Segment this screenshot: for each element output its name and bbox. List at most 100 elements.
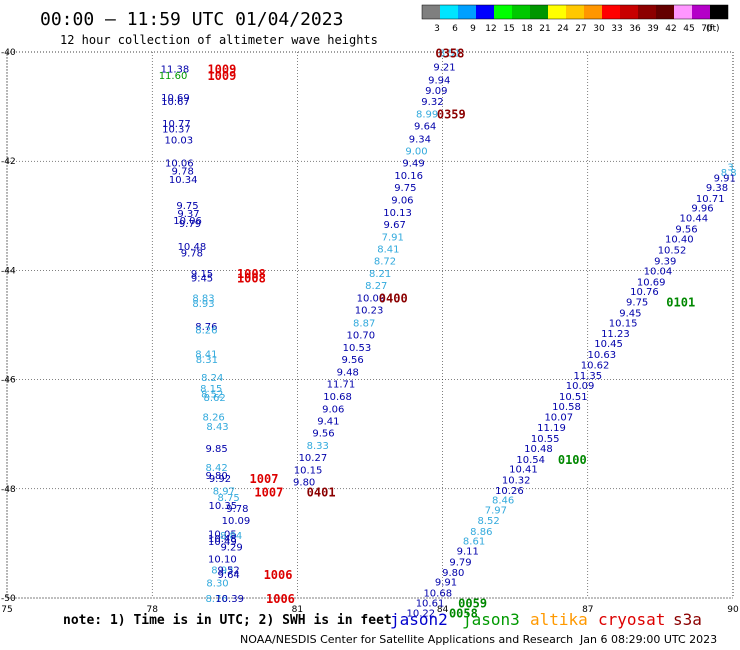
colorbar-segment: [620, 5, 638, 19]
colorbar-segment: [710, 5, 728, 19]
footer-credit: NOAA/NESDIS Center for Satellite Applica…: [240, 633, 573, 646]
wave-height-point: 8.76: [195, 322, 217, 333]
wave-height-point: 8.61: [463, 537, 485, 548]
colorbar-segment: [530, 5, 548, 19]
pass-time-label: 1006: [264, 568, 293, 582]
pass-time-label: 1008: [237, 271, 266, 285]
wave-height-point: 8.93: [192, 299, 214, 310]
colorbar-segment: [422, 5, 440, 19]
wave-height-point: 3: [727, 163, 733, 174]
satellite-legend-jason3: jason3: [462, 610, 520, 629]
wave-height-point: 9.37: [177, 209, 199, 220]
wave-height-point: 8.26: [203, 413, 225, 424]
wave-height-point: 10.13: [383, 208, 412, 219]
pass-time-label: 1008: [237, 267, 266, 281]
wave-height-point: 9.32: [421, 97, 443, 108]
wave-height-point: 10.09: [222, 516, 251, 527]
chart-title: 00:00 — 11:59 UTC 01/04/2023: [40, 9, 343, 30]
wave-height-point: 9.06: [322, 405, 344, 416]
wave-height-point: 10.15: [294, 466, 323, 477]
pass-time-label: 0100: [558, 453, 587, 467]
wave-height-point: 9.80: [205, 471, 227, 482]
wave-height-point: 8.76: [205, 594, 227, 605]
wave-height-point: 10.10: [208, 555, 237, 566]
satellite-legend-altika: altika: [530, 610, 588, 629]
x-tick-label: 81: [292, 605, 303, 615]
colorbar-segment: [548, 5, 566, 19]
colorbar-tick: 30: [593, 24, 605, 34]
wave-height-point: 10.55: [531, 434, 560, 445]
colorbar-tick: 3: [434, 24, 440, 34]
wave-height-point: 9.91: [435, 578, 457, 589]
wave-height-point: 7.91: [382, 233, 404, 244]
wave-height-point: 9.78: [172, 166, 194, 177]
x-tick-label: 75: [1, 605, 12, 615]
wave-height-point: 10.52: [658, 246, 687, 257]
wave-height-point: 9.78: [181, 248, 203, 259]
colorbar-tick: 21: [539, 24, 550, 34]
wave-height-point: 10.68: [423, 589, 452, 600]
colorbar-tick: 39: [647, 24, 659, 34]
colorbar-segment: [602, 5, 620, 19]
wave-height-point: 9.80: [442, 568, 464, 579]
colorbar-tick: 42: [665, 24, 676, 34]
wave-height-point: 9.52: [218, 566, 240, 577]
wave-height-point: 10.69: [161, 93, 190, 104]
pass-time-label: 0059: [458, 596, 487, 610]
wave-height-point: 10.15: [609, 318, 638, 329]
wave-height-point: 10.61: [416, 598, 445, 609]
pass-time-label: 0359: [437, 108, 466, 122]
wave-height-point: 10.62: [581, 360, 610, 371]
chart-subtitle: 12 hour collection of altimeter wave hei…: [60, 33, 378, 47]
wave-height-point: 10.39: [215, 594, 244, 605]
pass-time-label: 1009: [207, 62, 236, 76]
colorbar-segment: [458, 5, 476, 19]
wave-height-point: 9.34: [409, 134, 431, 145]
wave-height-point: 8.41: [377, 245, 399, 256]
wave-height-point: 10.51: [559, 392, 588, 403]
wave-height-point: 8.99: [416, 110, 438, 121]
wave-height-point: 10.23: [355, 306, 384, 317]
wave-height-point: 9.91: [714, 174, 736, 185]
wave-height-point: 10.04: [644, 266, 673, 277]
wave-height-point: 10.67: [161, 97, 190, 108]
colorbar-tick: 33: [611, 24, 622, 34]
wave-height-point: 10.05: [208, 530, 237, 541]
wave-height-point: 8.52: [201, 389, 223, 400]
pass-time-label: 0358: [435, 47, 464, 61]
wave-height-point: 8.31: [196, 355, 218, 366]
colorbar-tick: 6: [452, 24, 458, 34]
wave-height-point: 8.87: [353, 318, 375, 329]
wave-height-point: 9.45: [191, 273, 213, 284]
wave-height-point: 9.56: [675, 224, 697, 235]
colorbar-tick: 15: [503, 24, 514, 34]
wave-height-point: 9.49: [402, 158, 424, 169]
wave-height-point: 8.75: [218, 493, 240, 504]
colorbar-segment: [476, 5, 494, 19]
wave-height-point: 10.71: [696, 194, 725, 205]
wave-height-point: 8.43: [206, 422, 228, 433]
wave-height-point: 9.75: [394, 183, 416, 194]
wave-height-point: 9.11: [457, 546, 479, 557]
colorbar-tick: 36: [629, 24, 641, 34]
colorbar-segment: [656, 5, 674, 19]
wave-height-point: 10.34: [169, 175, 198, 186]
wave-height-point: 10.06: [165, 158, 194, 169]
pass-time-label: 0401: [307, 486, 336, 500]
wave-height-point: 9.00: [405, 146, 427, 157]
pass-time-label: 1007: [254, 486, 283, 500]
wave-height-point: 9.21: [433, 63, 455, 74]
wave-height-point: 9.80: [293, 478, 315, 489]
wave-height-point: 10.35: [209, 501, 238, 512]
wave-height-point: 9.92: [209, 474, 231, 485]
colorbar-tick: 18: [521, 24, 533, 34]
colorbar-border: [421, 4, 729, 20]
wave-height-point: 9.56: [341, 355, 363, 366]
wave-height-point: 8.8: [721, 168, 737, 179]
y-tick-label: -50: [1, 594, 16, 604]
wave-height-point: 9.06: [391, 195, 413, 206]
wave-height-point: 10.26: [495, 486, 524, 497]
wave-height-point: 9.45: [619, 308, 641, 319]
y-tick-label: -48: [1, 485, 16, 495]
